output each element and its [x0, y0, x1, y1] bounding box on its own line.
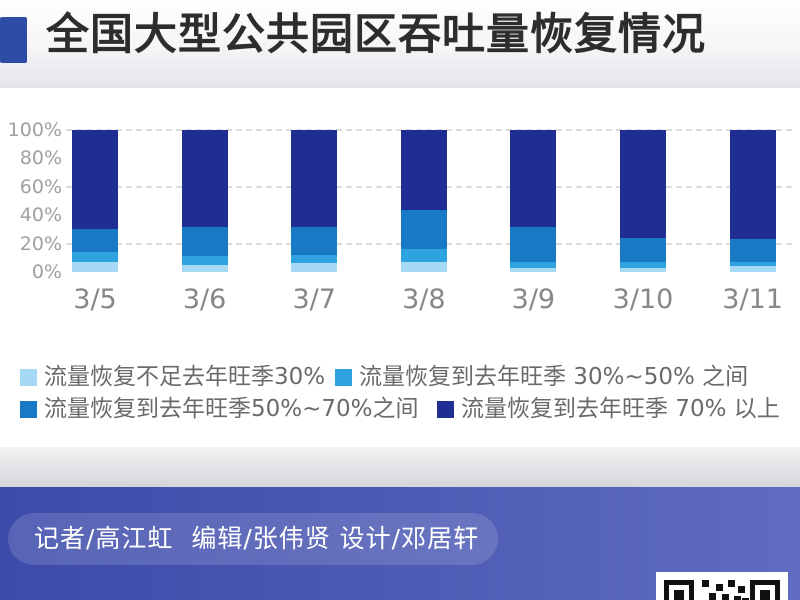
footer: 记者/高江虹 编辑/张伟贤 设计/邓居轩 — [0, 487, 800, 600]
bar-segment — [181, 256, 228, 265]
throughput-recovery-bar-chart: 100% 80% 60% 40% 20% 0% 3/5 3/6 3/7 3/8 3/9 3/10 3/1… — [0, 88, 800, 328]
x-axis-label: 3/11 — [722, 284, 783, 315]
bar-segment — [620, 262, 666, 268]
bar-segment — [72, 229, 118, 253]
y-axis-label: 80% — [19, 147, 62, 170]
bar-segment — [510, 226, 557, 263]
x-axis-label: 3/6 — [182, 284, 227, 315]
legend-item: 流量恢复到去年旺季 30%~50% 之间 — [335, 357, 748, 391]
bar-segment — [72, 130, 118, 230]
bar-segment — [729, 130, 776, 240]
legend-swatch — [437, 401, 454, 418]
y-axis-label: 60% — [19, 175, 62, 198]
legend-swatch — [20, 401, 37, 418]
bar-segment — [181, 226, 228, 257]
bar-segment — [291, 130, 338, 227]
x-axis-label: 3/10 — [612, 284, 674, 315]
y-axis-label: 40% — [19, 204, 62, 227]
bar-segment — [729, 266, 776, 272]
bar-segment — [510, 130, 557, 227]
bar-segment — [181, 264, 228, 272]
legend-label: 流量恢复到去年旺季 70% 以上 — [461, 396, 780, 422]
credits-pill: 记者/高江虹 编辑/张伟贤 设计/邓居轩 — [8, 513, 498, 565]
bar-segment — [510, 267, 557, 272]
bar-segment — [620, 237, 666, 263]
bar-segment — [729, 262, 776, 267]
bar-segment — [291, 254, 338, 264]
bar-segment — [72, 252, 118, 263]
bar-segment — [400, 249, 447, 263]
legend-swatch — [20, 369, 37, 386]
legend-label: 流量恢复到去年旺季 30%~50% 之间 — [359, 364, 749, 390]
bar-segment — [510, 262, 557, 268]
credits-text: 记者/高江虹 编辑/张伟贤 设计/邓居轩 — [34, 524, 480, 553]
bar-segment — [620, 130, 666, 238]
x-axis-label: 3/7 — [292, 284, 336, 315]
bar-segment — [291, 226, 338, 255]
legend-item: 流量恢复到去年旺季50%~70%之间 — [20, 389, 419, 423]
x-axis-label: 3/8 — [402, 284, 446, 315]
y-axis-label: 0% — [31, 261, 62, 283]
y-axis-label: 100% — [7, 119, 62, 141]
title-accent-square — [0, 17, 27, 63]
bar-segment — [400, 209, 447, 250]
bar-segment — [72, 262, 118, 272]
bar-segment — [400, 130, 447, 210]
qr-code — [656, 572, 788, 600]
legend-item: 流量恢复不足去年旺季30% — [20, 357, 325, 391]
legend-label: 流量恢复到去年旺季50%~70%之间 — [44, 396, 419, 422]
divider-band — [0, 447, 800, 487]
bar-segment — [291, 263, 338, 272]
y-axis-label: 20% — [19, 232, 62, 255]
page-title: 全国大型公共园区吞吐量恢复情况 — [46, 10, 706, 60]
bar-segment — [620, 267, 666, 272]
x-axis-label: 3/9 — [511, 284, 556, 315]
bar-segment — [400, 262, 447, 272]
qr-code-icon — [656, 572, 788, 600]
x-axis-label: 3/5 — [73, 284, 117, 315]
legend-item: 流量恢复到去年旺季 70% 以上 — [437, 389, 780, 423]
bar-segment — [729, 239, 776, 263]
legend-swatch — [335, 369, 352, 386]
legend-label: 流量恢复不足去年旺季30% — [44, 364, 326, 390]
bar-segment — [181, 130, 228, 227]
header: 全国大型公共园区吞吐量恢复情况 — [0, 0, 800, 88]
